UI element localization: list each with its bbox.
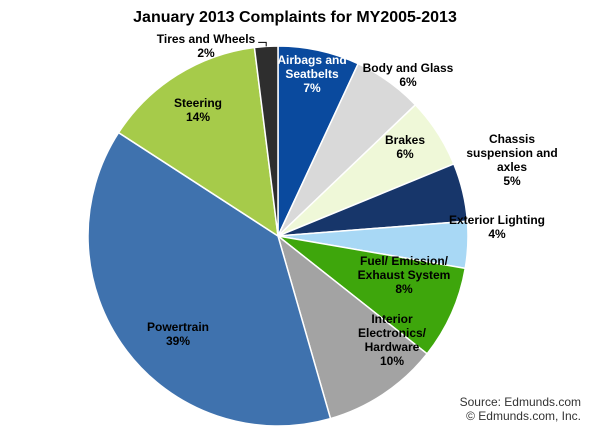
label-powertrain: Powertrain 39% bbox=[147, 320, 209, 348]
slice-fuel-emission-exhaust-system bbox=[277, 235, 467, 355]
label-interior-electronics-hardware: Interior Electronics/Hardware 10% bbox=[358, 312, 427, 368]
label-line: Seatbelts bbox=[285, 67, 339, 81]
label-line: 2% bbox=[197, 46, 215, 60]
slice-labels: Airbags and Seatbelts 7%Body and Glass 6%Br… bbox=[147, 32, 558, 368]
label-line: Fuel/ Emission/ bbox=[360, 254, 449, 268]
leader-line-tires-and-wheels bbox=[258, 41, 267, 47]
label-line: 4% bbox=[488, 227, 506, 241]
label-line: Airbags and bbox=[277, 53, 346, 67]
label-body-and-glass: Body and Glass 6% bbox=[363, 61, 454, 89]
label-line: Chassis bbox=[489, 132, 535, 146]
label-line: 6% bbox=[399, 75, 417, 89]
label-line: 10% bbox=[380, 354, 404, 368]
label-tires-and-wheels: Tires and Wheels 2% bbox=[157, 32, 256, 60]
leader-lines bbox=[258, 41, 267, 47]
label-line: Exhaust System bbox=[358, 268, 451, 282]
label-line: Interior bbox=[371, 312, 413, 326]
label-chassis-suspension-and-axles: Chassis suspension and axles 5% bbox=[466, 132, 557, 188]
label-line: Electronics/ bbox=[358, 326, 427, 340]
pie-slices bbox=[87, 45, 469, 427]
label-brakes: Brakes 6% bbox=[385, 133, 425, 161]
label-line: axles bbox=[497, 160, 527, 174]
label-steering: Steering 14% bbox=[174, 96, 222, 124]
label-line: Hardware bbox=[365, 340, 420, 354]
label-line: Exterior Lighting bbox=[449, 213, 545, 227]
label-line: 5% bbox=[503, 174, 521, 188]
slice-powertrain bbox=[87, 131, 332, 427]
copyright-line: © Edmunds.com, Inc. bbox=[466, 409, 581, 423]
label-line: Brakes bbox=[385, 133, 425, 147]
label-line: Powertrain bbox=[147, 320, 209, 334]
label-line: suspension and bbox=[466, 146, 557, 160]
slice-steering bbox=[117, 46, 279, 238]
label-exterior-lighting: Exterior Lighting 4% bbox=[449, 213, 545, 241]
source-line: Source: Edmunds.com bbox=[460, 395, 581, 409]
label-airbags-and-seatbelts: Airbags and Seatbelts 7% bbox=[277, 53, 346, 95]
label-fuel-emission-exhaust-system: Fuel/ Emission/Exhaust System 8% bbox=[358, 254, 451, 296]
slice-interior-electronics-hardware bbox=[276, 233, 429, 420]
label-line: 14% bbox=[186, 110, 210, 124]
label-line: Steering bbox=[174, 96, 222, 110]
label-line: Body and Glass bbox=[363, 61, 454, 75]
label-line: 6% bbox=[396, 147, 414, 161]
source-attribution: Source: Edmunds.com © Edmunds.com, Inc. bbox=[460, 395, 581, 423]
label-line: 39% bbox=[166, 334, 190, 348]
label-line: Tires and Wheels bbox=[157, 32, 256, 46]
label-line: 7% bbox=[303, 81, 321, 95]
chart-title: January 2013 Complaints for MY2005-2013 bbox=[133, 9, 457, 26]
label-line: 8% bbox=[395, 282, 413, 296]
